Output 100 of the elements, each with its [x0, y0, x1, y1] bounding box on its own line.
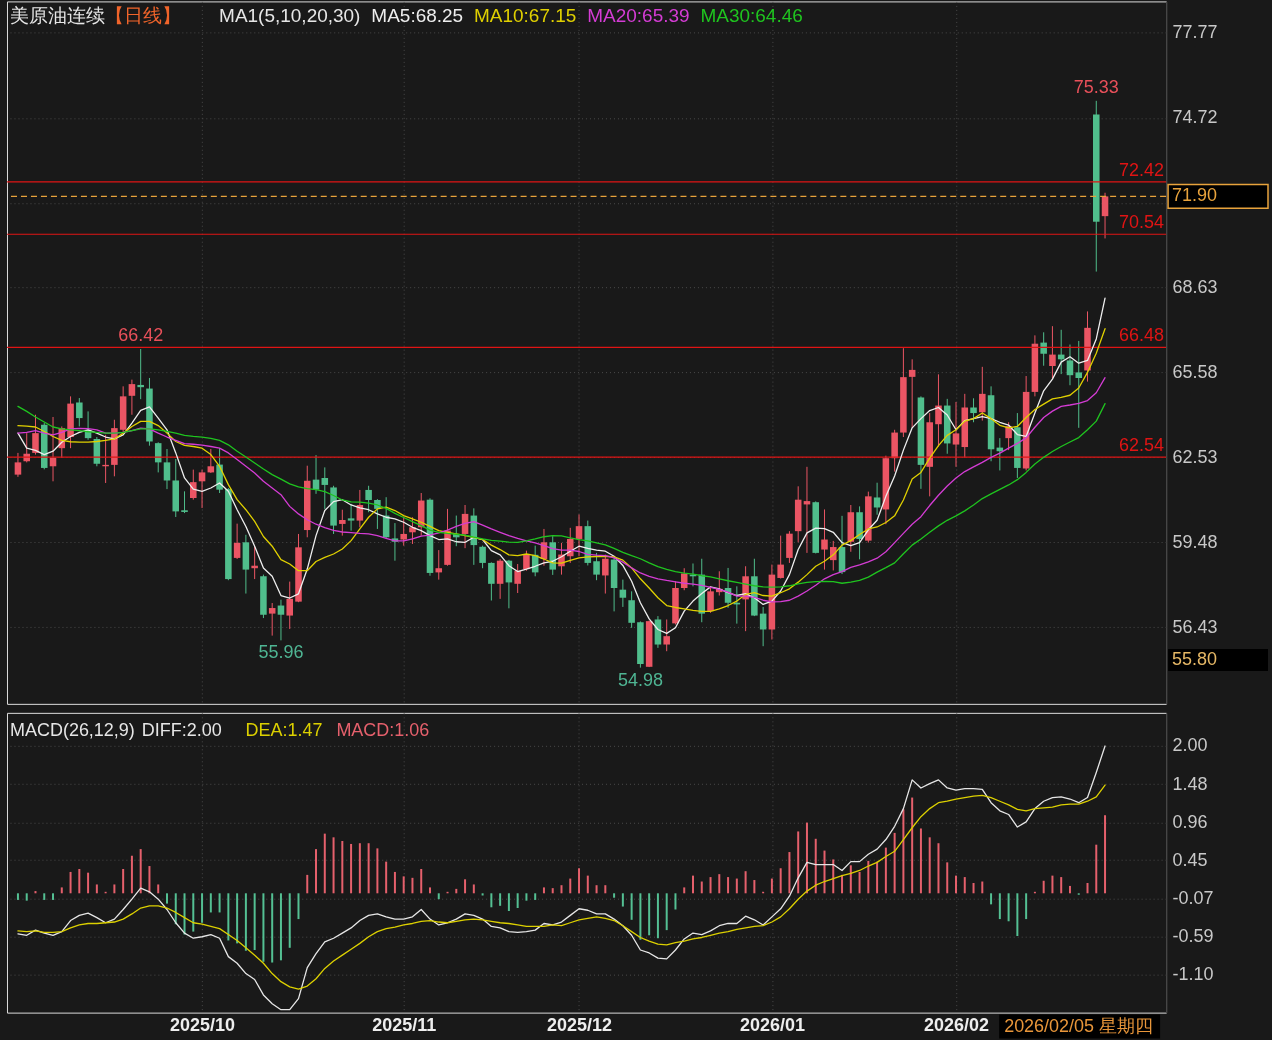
candlestick: [488, 561, 495, 602]
bar: [472, 884, 475, 894]
bar: [919, 828, 922, 894]
text: MA5:68.25: [371, 5, 464, 27]
text: MA30:64.46: [700, 5, 803, 27]
candlestick: [1066, 344, 1074, 386]
candlestick: [268, 602, 276, 637]
candlestick: [435, 549, 443, 581]
bar: [770, 878, 773, 894]
bar: [683, 887, 686, 894]
legend-title: MA1(5,10,20,30): [219, 5, 361, 27]
x-tick-label: 2025/11: [372, 1015, 437, 1036]
x-tick-label: 2025/10: [170, 1015, 236, 1036]
candlestick: [1005, 421, 1012, 451]
y-tick-label: 68.63: [1172, 276, 1218, 297]
bar: [385, 861, 388, 894]
text: MACD:1.06: [336, 719, 430, 740]
annotation: 54.98: [617, 669, 663, 690]
bar: [52, 893, 55, 900]
bar: [16, 893, 19, 900]
bar: [130, 855, 133, 894]
bar: [893, 832, 896, 894]
x-tick-label: 2026/02: [924, 1015, 989, 1036]
candlestick: [619, 579, 627, 608]
candlestick: [829, 540, 837, 571]
candlestick: [952, 401, 960, 468]
candlestick: [207, 448, 215, 474]
bar: [1060, 877, 1063, 894]
bar: [69, 871, 72, 894]
candlestick: [1049, 325, 1056, 380]
bar: [43, 893, 46, 900]
candlestick: [602, 554, 609, 595]
line-series: [17, 377, 1106, 603]
y-tick-label: 77.77: [1172, 22, 1218, 43]
bar: [306, 874, 309, 894]
y-tick-label: 62.53: [1172, 446, 1218, 467]
candlestick: [163, 448, 171, 490]
candlestick: [1040, 331, 1047, 367]
text: DEA:1.47: [245, 719, 323, 740]
candlestick: [979, 366, 986, 422]
y-tick-label: 74.72: [1172, 107, 1218, 128]
y-tick-label: 1.48: [1172, 773, 1208, 794]
bar: [884, 847, 887, 894]
bar: [911, 797, 914, 894]
bar: [350, 843, 353, 894]
bar: [464, 879, 467, 894]
ref-line-label: 71.90: [1172, 185, 1218, 206]
candlestick: [777, 535, 784, 580]
bar: [937, 843, 940, 894]
candlestick: [593, 552, 600, 581]
bar: [279, 893, 282, 961]
x-tick-label: 2026/01: [739, 1015, 805, 1036]
candlestick: [409, 516, 416, 545]
bar: [665, 893, 668, 931]
bar: [1095, 844, 1098, 894]
bar: [165, 893, 168, 904]
bar: [709, 877, 712, 894]
y-tick-label: 0.45: [1172, 849, 1208, 870]
bar: [902, 809, 905, 894]
bar: [797, 831, 800, 894]
bar: [113, 884, 116, 894]
bar: [60, 887, 63, 894]
line-series: [17, 784, 1106, 990]
bar: [402, 876, 405, 894]
bar: [323, 833, 326, 894]
candlestick: [523, 550, 530, 572]
candlestick: [707, 585, 714, 614]
bar: [849, 865, 852, 894]
ref-line-label: 62.54: [1119, 435, 1165, 456]
ref-line-label: 72.42: [1119, 159, 1165, 180]
bar: [315, 849, 318, 894]
bar: [1104, 815, 1107, 894]
bar: [358, 843, 361, 894]
bar: [490, 893, 493, 908]
y-tick-label: 2.00: [1172, 735, 1208, 756]
bar: [604, 885, 607, 894]
bar: [122, 868, 125, 894]
bar: [297, 893, 300, 920]
candlestick: [935, 373, 942, 447]
bar: [823, 850, 826, 894]
bar: [700, 881, 703, 894]
y-tick-label: 56.43: [1172, 616, 1218, 637]
candlestick: [321, 466, 329, 510]
bar: [1051, 875, 1054, 894]
bar: [437, 893, 440, 900]
candlestick: [908, 358, 916, 429]
candlestick: [76, 397, 83, 427]
bar: [341, 841, 344, 894]
bar: [692, 875, 694, 894]
text: MA20:65.39: [587, 5, 690, 27]
bar: [841, 874, 844, 894]
candlestick: [1101, 192, 1109, 239]
bar: [288, 893, 291, 948]
candlestick: [1075, 340, 1083, 429]
bar: [525, 893, 528, 901]
bar: [157, 884, 160, 894]
bar: [630, 893, 633, 920]
annotation: 75.33: [1073, 76, 1119, 97]
bar: [963, 877, 966, 894]
text: DIFF:2.00: [141, 719, 222, 740]
